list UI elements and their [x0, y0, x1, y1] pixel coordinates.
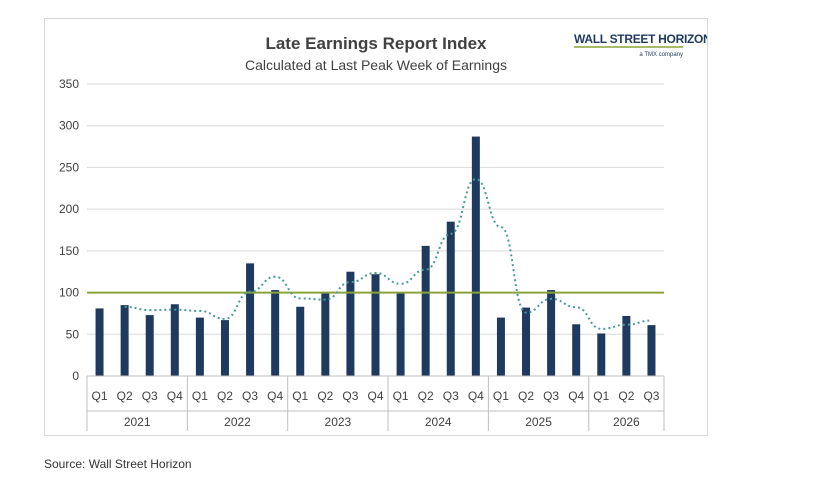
x-tick-label: Q3 [342, 389, 358, 403]
bar [547, 290, 556, 376]
x-axis: Q1 Q2 Q3 Q4 Q1 Q2 Q3 Q4 Q1 Q2 Q3 Q4 Q1 Q2 Q3 Q4 Q1 Q2 Q3 Q4… [86, 375, 665, 431]
bar [446, 221, 455, 376]
bar [246, 263, 255, 376]
source-note: Source: Wall Street Horizon [44, 457, 192, 471]
x-tick-label: Q4 [468, 389, 484, 403]
y-tick-label: 350 [59, 77, 79, 91]
bar [195, 317, 204, 376]
bars [95, 136, 656, 376]
year-label: 2026 [613, 415, 640, 429]
bar [296, 306, 305, 376]
y-tick-label: 50 [66, 327, 80, 341]
year-label: 2021 [124, 415, 151, 429]
x-tick-label: Q3 [543, 389, 559, 403]
x-tick-label: Q1 [593, 389, 609, 403]
bar [496, 317, 505, 376]
x-tick-label: Q4 [568, 389, 584, 403]
y-tick-label: 200 [59, 202, 79, 216]
x-tick-label: Q1 [292, 389, 308, 403]
x-tick-label: Q2 [418, 389, 434, 403]
logo: WALL STREET HORIZON a TMX company [574, 32, 707, 58]
x-tick-label: Q2 [618, 389, 634, 403]
year-label: 2024 [425, 415, 452, 429]
logo-main-text: WALL STREET HORIZON [574, 32, 707, 46]
x-tick-label: Q2 [317, 389, 333, 403]
x-tick-label: Q1 [92, 389, 108, 403]
year-label: 2022 [224, 415, 251, 429]
bar [597, 333, 606, 376]
trend-line [124, 178, 652, 330]
bar [572, 324, 581, 376]
bar [622, 315, 631, 376]
bar [471, 136, 480, 376]
y-tick-label: 100 [59, 286, 79, 300]
chart-svg: Late Earnings Report Index Calculated at… [59, 32, 707, 431]
bar [145, 315, 154, 376]
y-axis: 0 50 100 150 200 250 300 350 [59, 77, 79, 383]
x-tick-label: Q3 [142, 389, 158, 403]
x-tick-label: Q4 [367, 389, 383, 403]
x-tick-label: Q2 [117, 389, 133, 403]
x-tick-label: Q4 [167, 389, 183, 403]
bar [170, 304, 179, 376]
x-tick-label: Q2 [217, 389, 233, 403]
chart-title: Late Earnings Report Index [265, 34, 487, 53]
bar [421, 245, 430, 376]
x-tick-label: Q4 [267, 389, 283, 403]
bar [522, 307, 531, 376]
logo-sub-text: a TMX company [639, 52, 683, 58]
trend [124, 178, 652, 330]
bar [396, 293, 405, 376]
bar [371, 274, 380, 376]
bar [346, 271, 355, 376]
year-label: 2025 [525, 415, 552, 429]
bar [220, 320, 229, 376]
y-tick-label: 300 [59, 119, 79, 133]
y-tick-label: 150 [59, 244, 79, 258]
chart-frame: Late Earnings Report Index Calculated at… [44, 18, 708, 436]
year-label: 2023 [325, 415, 352, 429]
x-tick-label: Q2 [518, 389, 534, 403]
x-tick-label: Q1 [393, 389, 409, 403]
x-tick-label: Q1 [493, 389, 509, 403]
x-tick-label: Q3 [443, 389, 459, 403]
chart-subtitle: Calculated at Last Peak Week of Earnings [245, 57, 507, 73]
bar [95, 308, 104, 376]
bar [120, 305, 129, 376]
y-tick-label: 250 [59, 160, 79, 174]
bar [321, 292, 330, 376]
y-tick-label: 0 [72, 369, 79, 383]
bar [271, 290, 280, 376]
x-tick-label: Q1 [192, 389, 208, 403]
x-tick-label: Q3 [643, 389, 659, 403]
bar [647, 325, 656, 376]
x-tick-label: Q3 [242, 389, 258, 403]
